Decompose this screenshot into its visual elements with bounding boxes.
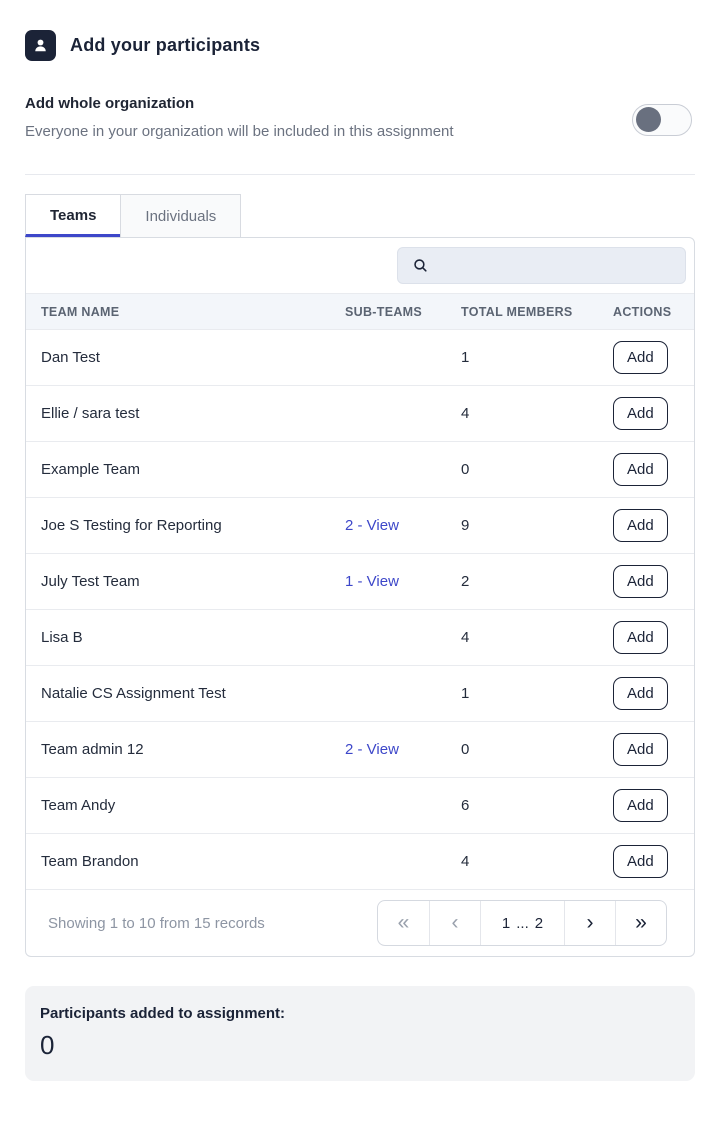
table-body: Dan Test 1 Add Ellie / sara test 4 Add E… (26, 329, 694, 889)
participants-count: 0 (40, 1030, 55, 1060)
team-name-cell: Team Andy (41, 797, 116, 814)
col-header-team-name: TEAM NAME (41, 304, 120, 319)
total-members-cell: 4 (461, 629, 470, 646)
table-header-row: TEAM NAME SUB-TEAMS TOTAL MEMBERS ACTION… (26, 293, 694, 329)
whole-organization-text: Add whole organization Everyone in your … (25, 95, 455, 144)
chevron-left-icon: ‹ (451, 911, 459, 934)
team-name-cell: Example Team (41, 461, 140, 478)
add-button[interactable]: Add (613, 733, 668, 766)
whole-organization-toggle[interactable] (632, 103, 692, 136)
search-icon (414, 259, 427, 272)
whole-organization-description: Everyone in your organization will be in… (25, 123, 454, 140)
double-chevron-right-icon: » (635, 911, 647, 934)
table-row: Joe S Testing for Reporting 2 - View 9 A… (26, 497, 694, 553)
previous-page-button[interactable]: ‹ (429, 901, 480, 945)
page-numbers: 1... 2 (480, 901, 564, 945)
first-page-button[interactable]: « (378, 901, 429, 945)
total-members-cell: 1 (461, 349, 470, 366)
search-input[interactable] (439, 248, 685, 283)
team-name-cell: Dan Test (41, 349, 100, 366)
add-button[interactable]: Add (613, 789, 668, 822)
add-button[interactable]: Add (613, 677, 668, 710)
team-name-cell: July Test Team (41, 573, 140, 590)
subteams-view-link[interactable]: 2 - View (345, 741, 399, 758)
table-row: Natalie CS Assignment Test 1 Add (26, 665, 694, 721)
team-name-cell: Natalie CS Assignment Test (41, 685, 226, 702)
col-header-total-members: TOTAL MEMBERS (461, 304, 573, 319)
total-members-cell: 0 (461, 461, 470, 478)
tab-teams[interactable]: Teams (25, 194, 122, 237)
table-row: Team Andy 6 Add (26, 777, 694, 833)
add-button[interactable]: Add (613, 341, 668, 374)
total-members-cell: 2 (461, 573, 470, 590)
participants-tabs: Teams Individuals (25, 194, 695, 237)
add-button[interactable]: Add (613, 621, 668, 654)
total-members-cell: 9 (461, 517, 470, 534)
page-number-2[interactable]: 2 (534, 914, 544, 932)
last-page-button[interactable]: » (615, 901, 666, 945)
table-row: Example Team 0 Add (26, 441, 694, 497)
pagination-summary: Showing 1 to 10 from 15 records (48, 914, 265, 932)
add-button[interactable]: Add (613, 397, 668, 430)
total-members-cell: 1 (461, 685, 470, 702)
tab-individuals[interactable]: Individuals (120, 194, 242, 237)
table-row: July Test Team 1 - View 2 Add (26, 553, 694, 609)
pagination-row: Showing 1 to 10 from 15 records « ‹ 1...… (26, 889, 694, 956)
section-divider (25, 174, 695, 175)
next-page-button[interactable]: › (564, 901, 615, 945)
total-members-cell: 6 (461, 797, 470, 814)
total-members-cell: 4 (461, 405, 470, 422)
team-name-cell: Ellie / sara test (41, 405, 140, 422)
table-row: Team admin 12 2 - View 0 Add (26, 721, 694, 777)
total-members-cell: 4 (461, 853, 470, 870)
participants-summary-label: Participants added to assignment: (40, 1005, 286, 1022)
page-ellipsis: ... (516, 914, 529, 932)
whole-organization-section: Add whole organization Everyone in your … (25, 95, 695, 144)
table-row: Ellie / sara test 4 Add (26, 385, 694, 441)
participants-summary-box: Participants added to assignment: 0 (25, 986, 695, 1081)
add-participants-page: Add your participants Add whole organiza… (25, 0, 695, 1081)
search-row (26, 238, 694, 293)
page-title: Add your participants (70, 35, 261, 55)
col-header-sub-teams: SUB-TEAMS (345, 304, 423, 319)
total-members-cell: 0 (461, 741, 470, 758)
toggle-knob (636, 107, 661, 132)
col-header-actions: ACTIONS (613, 304, 672, 319)
team-name-cell: Lisa B (41, 629, 83, 646)
person-icon (25, 30, 56, 61)
team-name-cell: Team admin 12 (41, 741, 144, 758)
search-box[interactable] (397, 247, 686, 284)
double-chevron-left-icon: « (397, 911, 410, 934)
page-header: Add your participants (25, 0, 695, 61)
whole-organization-title: Add whole organization (25, 95, 195, 112)
table-row: Dan Test 1 Add (26, 329, 694, 385)
table-row: Lisa B 4 Add (26, 609, 694, 665)
add-button[interactable]: Add (613, 509, 668, 542)
add-button[interactable]: Add (613, 845, 668, 878)
pager: « ‹ 1... 2 › » (377, 900, 667, 946)
table-row: Team Brandon 4 Add (26, 833, 694, 889)
teams-panel: TEAM NAME SUB-TEAMS TOTAL MEMBERS ACTION… (25, 237, 695, 957)
page-number-1[interactable]: 1 (501, 914, 511, 932)
team-name-cell: Joe S Testing for Reporting (41, 517, 222, 534)
chevron-right-icon: › (586, 911, 594, 934)
add-button[interactable]: Add (613, 565, 668, 598)
add-button[interactable]: Add (613, 453, 668, 486)
subteams-view-link[interactable]: 2 - View (345, 517, 399, 534)
team-name-cell: Team Brandon (41, 853, 139, 870)
subteams-view-link[interactable]: 1 - View (345, 573, 399, 590)
